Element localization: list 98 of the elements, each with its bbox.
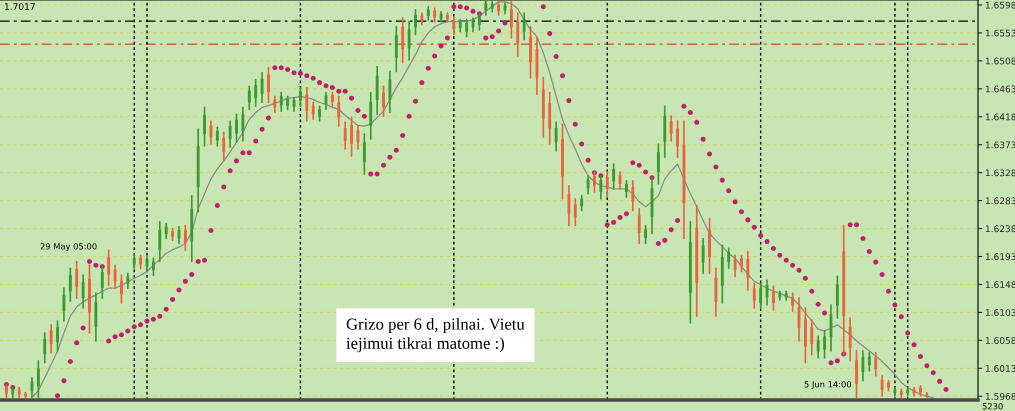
candlestick [298,86,302,108]
y-tick-label: 1.6058 [985,337,1015,344]
candlestick [522,12,526,41]
candlestick [446,12,449,23]
candlestick [855,350,858,399]
y-tick-label: 1.6418 [985,113,1015,121]
candlestick [605,171,609,198]
candlestick [158,220,162,263]
candlestick [452,15,456,36]
annotation: Grizo per 6 d, pilnai. Vietu iejimui tikrai matome :) [346,318,525,353]
candlestick [759,282,763,309]
candlestick [919,384,922,397]
candlestick [183,224,187,252]
y-tick-label: 1.6373 [985,141,1015,149]
candlestick [49,324,53,354]
candlestick [414,9,417,36]
candlestick [669,115,673,142]
candlestick [305,86,309,122]
candlestick [247,85,251,111]
candlestick [586,174,590,195]
y-tick-label: 1.6103 [985,309,1015,316]
text: 5230 [982,403,1003,410]
y-tick-label: 1.6238 [985,225,1015,233]
candlestick [56,320,59,352]
candlestick [848,317,852,362]
candlestick [880,374,884,397]
candlestick [382,85,385,117]
candlestick [810,319,814,356]
annotation: 29 May 05:00 [40,243,97,252]
annotation: 1.7017 [4,3,35,10]
candlestick [68,267,72,303]
candlestick [62,287,66,322]
candlestick [567,184,571,227]
candlestick [727,247,731,270]
y-tick-label: 1.6463 [985,85,1015,93]
candlestick [260,71,264,104]
candlestick [656,143,660,185]
candlestick [75,260,79,299]
y-tick-label: 1.6013 [985,365,1015,372]
candlestick [43,332,47,364]
candlestick [394,25,398,73]
candlestick [637,207,641,245]
annotation: 5 Jun 14:00 [804,381,852,389]
candlestick [867,351,871,372]
candlestick [343,121,347,150]
candlestick [631,179,635,212]
y-tick-label: 1.6553 [985,29,1015,37]
candlestick [369,91,373,140]
candlestick [554,121,558,152]
candlestick [740,254,743,273]
candlestick [388,70,392,114]
candlestick [561,123,564,200]
candlestick [279,91,283,113]
candlestick [701,237,705,275]
candlestick [835,275,839,319]
candlestick [36,360,40,399]
candlestick [120,274,123,304]
candlestick [350,116,354,157]
candlestick [676,120,680,158]
candlestick [228,120,232,149]
candlestick [573,197,577,227]
candlestick [215,126,219,147]
candlestick [254,78,258,108]
candlestick [516,12,520,58]
candlestick [746,250,750,291]
candlestick [887,379,890,392]
candlestick [733,254,737,278]
candlestick [791,292,795,313]
candlestick [203,106,206,147]
candlestick [362,133,366,175]
candlestick [267,66,270,104]
candlestick [81,274,85,309]
y-tick-label: 1.6328 [985,169,1015,177]
candlestick [235,113,238,144]
y-tick-label: 1.6193 [985,253,1015,261]
candlestick [816,335,820,359]
y-tick-label: 1.6508 [985,57,1015,65]
candlestick [823,330,827,359]
candlestick [88,264,91,334]
candlestick [337,95,341,127]
candlestick [222,131,226,162]
candlestick [708,217,711,275]
candlestick [612,163,616,190]
candlestick [407,20,411,61]
y-tick-label: 1.5968 [985,393,1015,400]
candlestick [874,351,878,377]
candlestick [401,17,405,64]
y-tick-label: 1.6148 [985,281,1015,289]
candlestick [107,249,111,286]
candlestick [624,179,628,198]
y-tick-label: 1.6598 [985,1,1015,9]
candlestick [752,282,756,309]
candlestick [509,1,513,39]
y-tick-label: 1.6283 [985,197,1015,205]
candlestick [772,285,775,311]
candlestick [644,224,648,245]
candlestick [529,25,532,79]
candlestick [241,106,245,142]
